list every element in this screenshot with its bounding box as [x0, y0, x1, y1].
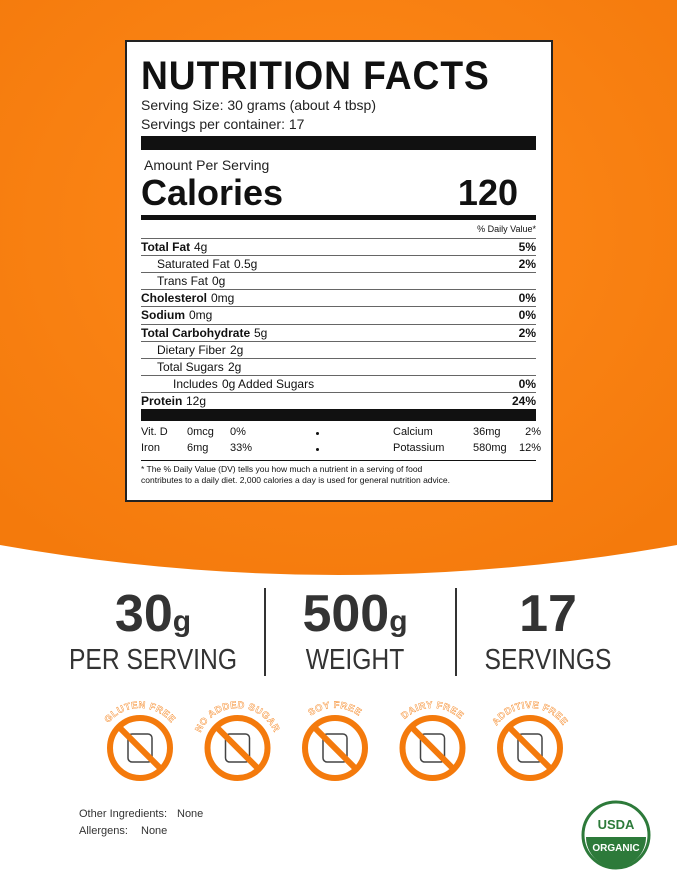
row-line — [141, 391, 536, 393]
footnote: * The % Daily Value (DV) tells you how m… — [141, 464, 423, 474]
nutrient-amount: 2g — [228, 359, 242, 374]
row-line — [141, 238, 536, 239]
ingredients-value: None — [177, 808, 204, 820]
stat-label: SERVINGS — [484, 644, 612, 676]
nutrient-dv: 5% — [518, 240, 536, 254]
badge-circle — [107, 715, 173, 781]
mineral-name: Vit. D — [141, 426, 168, 438]
servings-per-container: Servings per container: 17 — [141, 116, 305, 132]
allergens-value: None — [141, 825, 168, 837]
nutrient-amount: 0g Added Sugars — [222, 376, 315, 391]
row-line — [141, 460, 536, 461]
nutrient-amount: 0mg — [189, 308, 213, 323]
nutrient-name: Total Sugars — [157, 359, 224, 374]
nutrient-dv: 0% — [518, 376, 536, 391]
row-line — [141, 374, 536, 376]
mineral-dv: 0% — [230, 426, 246, 438]
seal-top: USDA — [598, 817, 635, 832]
row-line — [141, 255, 536, 257]
bullet — [316, 432, 319, 435]
mineral-amount: 6mg — [187, 442, 209, 454]
stat-unit: g — [389, 605, 408, 638]
stat-label: WEIGHT — [305, 644, 405, 676]
mineral-name: Calcium — [393, 426, 433, 438]
nutrition-label — [125, 40, 553, 502]
nutrient-amount: 4g — [194, 240, 208, 254]
row-line — [141, 323, 536, 325]
row-line — [141, 272, 536, 274]
calories-label: Calories — [141, 172, 284, 213]
nutrient-dv: 2% — [518, 257, 536, 272]
nutrient-amount: 0.5g — [234, 257, 258, 272]
mineral-name: Potassium — [393, 442, 445, 454]
dv-header: % Daily Value* — [477, 224, 536, 234]
ingredients-label: Other Ingredients: — [79, 808, 168, 820]
nutrient-amount: 0g — [212, 274, 226, 289]
bullet — [316, 448, 319, 451]
badge-circle — [204, 715, 271, 781]
nutrient-name: Total Fat — [141, 240, 191, 254]
mineral-name: Iron — [141, 442, 160, 454]
row-line — [141, 306, 536, 308]
nutrient-name: Cholesterol — [141, 291, 208, 306]
badge-slash — [311, 724, 359, 772]
stat-value: 500 — [302, 585, 390, 643]
stat-label: PER SERVING — [68, 644, 238, 676]
nutrient-dv: 24% — [511, 393, 536, 408]
nutrient-amount: 5g — [254, 325, 268, 340]
row-line — [141, 289, 536, 291]
nutrient-name: Includes — [173, 376, 218, 391]
stat-value: 17 — [519, 585, 577, 643]
badge-slash — [116, 724, 164, 772]
nutrient-name: Protein — [141, 393, 183, 408]
nutrient-name: Trans Fat — [157, 274, 208, 289]
row-line — [141, 357, 536, 359]
mineral-dv: 2% — [525, 426, 541, 438]
nutrient-name: Saturated Fat — [157, 257, 230, 272]
serving-size: Serving Size: 30 grams (about 4 tbsp) — [141, 97, 377, 113]
thick-bar — [141, 409, 536, 421]
nutrient-name: Dietary Fiber — [157, 342, 226, 357]
badge-slash — [409, 724, 456, 772]
nutrient-amount: 2g — [230, 342, 244, 357]
allergens-label: Allergens: — [79, 825, 128, 837]
label-title: NUTRITION FACTS — [141, 54, 490, 98]
badge-circle — [497, 715, 563, 781]
stat-value-group: 30g — [53, 584, 253, 644]
mineral-amount: 36mg — [473, 426, 501, 438]
badge-circle — [302, 715, 368, 781]
stat-value-group: 500g — [255, 584, 455, 644]
mineral-amount: 580mg — [473, 442, 507, 454]
badge-slash — [506, 724, 554, 772]
row-line — [141, 340, 536, 342]
nutrient-dv: 0% — [518, 308, 536, 323]
nutrient-amount: 12g — [186, 393, 207, 408]
badge-label-path: ADDITIVE FREE — [490, 700, 569, 728]
nutrient-dv: 0% — [518, 291, 536, 306]
stat-unit: g — [172, 605, 192, 638]
stat-value-group: 17 — [448, 584, 648, 644]
mineral-amount: 0mcg — [187, 426, 214, 438]
badge-circle — [399, 715, 466, 781]
badge-label: ADDITIVE FREE — [490, 700, 570, 728]
footnote: contributes to a daily diet. 2,000 calor… — [141, 475, 451, 485]
badge-label-path: GLUTEN FREE — [102, 700, 177, 726]
nutrient-name: Sodium — [141, 308, 185, 323]
nutrient-amount: 0mg — [211, 291, 235, 306]
stat-value: 30 — [114, 585, 173, 643]
amount-per-serving: Amount Per Serving — [144, 157, 270, 173]
seal-bottom-text: ORGANIC — [592, 843, 639, 854]
mineral-dv: 12% — [518, 442, 541, 454]
seal-bottom — [586, 837, 646, 867]
nutrient-name: Total Carbohydrate — [141, 325, 251, 340]
badge-slash — [214, 724, 261, 772]
nutrient-dv: 2% — [518, 325, 536, 340]
badge-label: GLUTEN FREE — [102, 700, 177, 725]
medium-bar — [141, 215, 536, 220]
calories-value: 120 — [457, 172, 518, 213]
mineral-dv: 33% — [230, 442, 253, 454]
thick-bar — [141, 136, 536, 150]
